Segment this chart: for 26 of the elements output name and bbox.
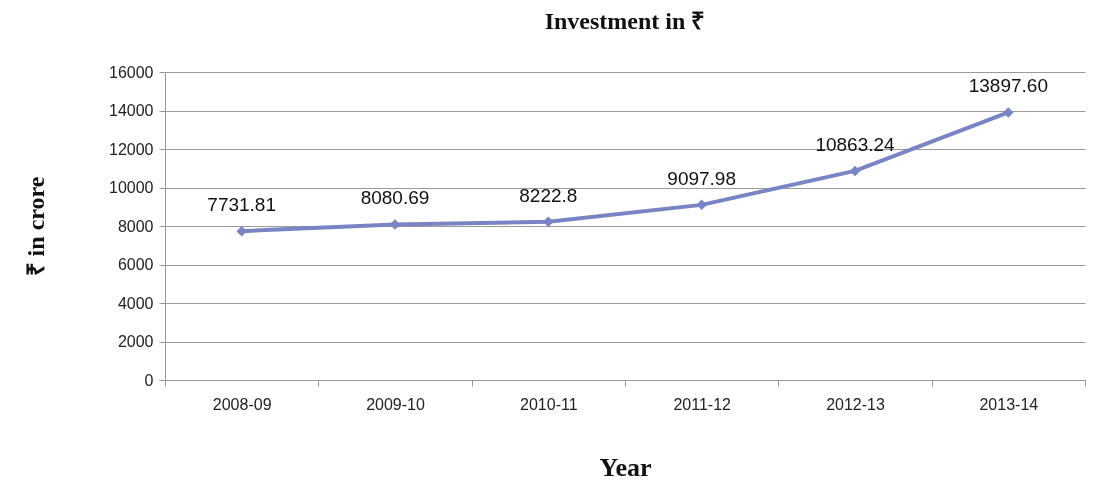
x-axis-title: Year bbox=[599, 452, 652, 482]
y-axis-title: ₹ in crore bbox=[23, 176, 50, 277]
y-tick-label: 10000 bbox=[109, 179, 154, 196]
x-tick-label: 2011-12 bbox=[673, 395, 732, 413]
data-label: 10863.24 bbox=[815, 133, 896, 155]
data-label: 7731.81 bbox=[207, 194, 277, 216]
point bbox=[1003, 107, 1014, 118]
x-tick-label: 2012-13 bbox=[826, 395, 885, 413]
data-label: 8080.69 bbox=[360, 187, 430, 209]
data-label: 9097.98 bbox=[667, 167, 737, 189]
data-label: 13897.60 bbox=[968, 75, 1048, 97]
x-tick-label: 2013-14 bbox=[979, 395, 1039, 413]
y-tick-label: 16000 bbox=[109, 63, 154, 81]
x-tick-label: 2009-10 bbox=[366, 395, 425, 413]
chart-title: Investment in ₹ bbox=[544, 8, 706, 34]
x-tick-label: 2008-09 bbox=[212, 395, 272, 413]
x-tick-label: 2010-11 bbox=[520, 395, 578, 413]
data-label: 8222.8 bbox=[519, 184, 578, 206]
y-tick-label: 12000 bbox=[109, 140, 154, 158]
y-tick-label: 8000 bbox=[117, 217, 154, 235]
y-tick-label: 2000 bbox=[117, 333, 154, 350]
y-tick-label: 4000 bbox=[117, 294, 154, 312]
y-tick-label: 6000 bbox=[117, 256, 154, 273]
y-tick-label: 0 bbox=[144, 371, 154, 389]
point bbox=[696, 199, 707, 211]
y-tick-label: 14000 bbox=[109, 102, 154, 119]
